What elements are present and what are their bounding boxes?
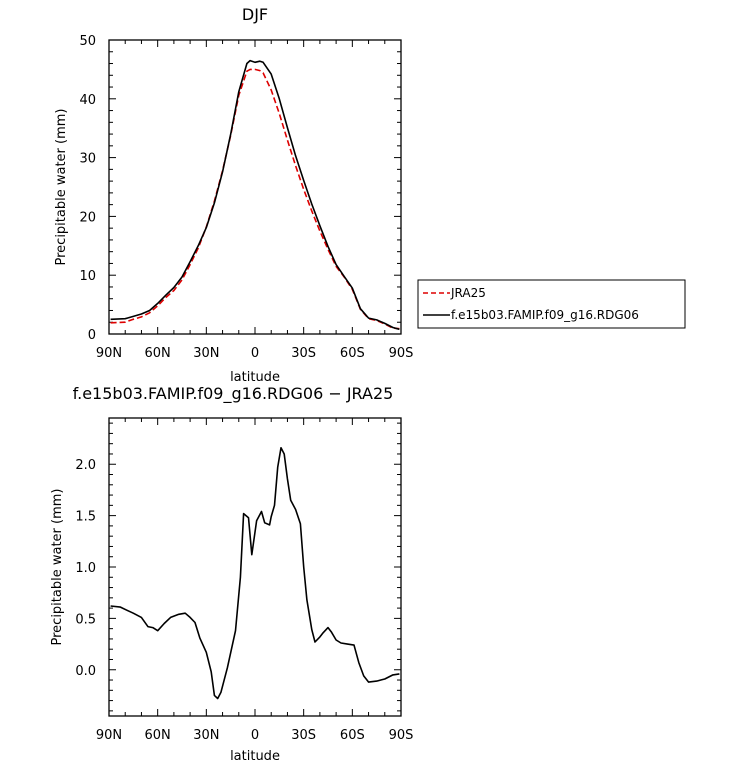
- bottom-chart-y-tick-label: 0.5: [75, 612, 96, 627]
- top-chart-title: DJF: [242, 5, 268, 24]
- top-chart-x-tick-label: 0: [251, 346, 259, 361]
- top-chart-x-tick-label: 90S: [389, 346, 414, 361]
- bottom-chart-series-lines: [110, 446, 400, 700]
- top-chart-legend: JRA25 f.e15b03.FAMIP.f09_g16.RDG06: [417, 279, 686, 329]
- top-chart-plot-frame: [108, 39, 402, 335]
- bottom-chart-plot-frame: [108, 417, 402, 717]
- top-chart-series-lines: [110, 59, 400, 331]
- bottom-chart-y-tick-label: 0.0: [75, 664, 96, 679]
- top-chart-y-tick-label: 20: [79, 210, 96, 225]
- top-chart-y-tick-label: 50: [79, 34, 96, 49]
- bottom-chart-y-tick-label: 2.0: [75, 458, 96, 473]
- top-chart-x-tick-label: 30N: [193, 346, 219, 361]
- top-chart-x-tick-label: 30S: [291, 346, 316, 361]
- top-chart-x-tick-label: 60N: [145, 346, 171, 361]
- bottom-chart-x-tick-label: 30S: [291, 728, 316, 743]
- bottom-chart-title: f.e15b03.FAMIP.f09_g16.RDG06 − JRA25: [73, 384, 394, 404]
- bottom-chart-series-model-line: [110, 446, 400, 700]
- top-chart-y-tick-label: 10: [79, 269, 96, 284]
- top-chart-y-tick-label: 40: [79, 93, 96, 108]
- top-chart-x-tick-label: 90N: [96, 346, 122, 361]
- top-chart-y-axis-label: Precipitable water (mm): [54, 109, 69, 266]
- bottom-chart-x-tick-label: 0: [251, 728, 259, 743]
- top-chart-series-model-line: [110, 59, 400, 331]
- top-chart-ticks: 90N 60N 30N 0 30S 60S 90S 0 10 20 30 40 50: [79, 34, 413, 361]
- bottom-chart-x-tick-label: 30N: [193, 728, 219, 743]
- bottom-chart-ticks: 90N 60N 30N 0 30S 60S 90S 0.0 0.5 1.0 1.5 2.0: [75, 418, 413, 743]
- top-chart-y-tick-label: 0: [88, 328, 96, 343]
- legend-label-jra25: JRA25: [450, 286, 486, 300]
- bottom-chart-x-tick-label: 60N: [145, 728, 171, 743]
- bottom-chart-x-tick-label: 90S: [389, 728, 414, 743]
- legend-box: [417, 279, 686, 329]
- bottom-chart-x-tick-label: 90N: [96, 728, 122, 743]
- bottom-chart-x-tick-label: 60S: [340, 728, 365, 743]
- top-chart-series-jra25-line: [110, 68, 400, 330]
- bottom-chart-y-tick-label: 1.0: [75, 561, 96, 576]
- top-chart-x-tick-label: 60S: [340, 346, 365, 361]
- top-chart-panel: DJF Precipitable water (mm) latitude 90N…: [54, 5, 413, 385]
- legend-label-model: f.e15b03.FAMIP.f09_g16.RDG06: [451, 308, 639, 322]
- top-chart-y-tick-label: 30: [79, 152, 96, 167]
- bottom-chart-panel: f.e15b03.FAMIP.f09_g16.RDG06 − JRA25 Pre…: [50, 384, 413, 764]
- top-chart-x-axis-label: latitude: [230, 370, 280, 385]
- bottom-chart-x-axis-label: latitude: [230, 749, 280, 764]
- bottom-chart-y-axis-label: Precipitable water (mm): [50, 489, 65, 646]
- bottom-chart-y-tick-label: 1.5: [75, 510, 96, 525]
